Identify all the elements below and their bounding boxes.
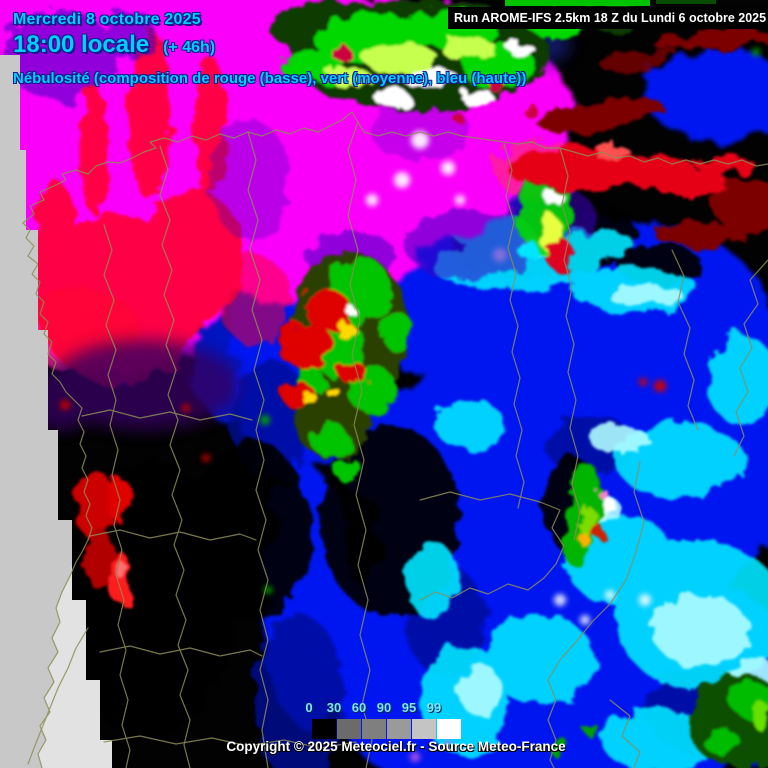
legend-swatch	[362, 719, 386, 739]
west-coastline	[22, 222, 93, 768]
forecast-offset-label: (+ 46h)	[163, 39, 216, 56]
admin-border	[247, 131, 269, 768]
legend-value: 95	[401, 700, 417, 715]
admin-border	[103, 735, 357, 749]
green-corner-bottom-right	[550, 676, 768, 768]
run-info-box: Run AROME-IFS 2.5km 18 Z du Lundi 6 octo…	[448, 7, 768, 29]
legend-swatch	[412, 719, 436, 739]
valid-date-label: Mercredi 8 octobre 2025	[13, 11, 201, 28]
admin-border	[559, 147, 581, 541]
legend-swatch	[387, 719, 411, 739]
north-coastline	[22, 111, 768, 224]
admin-border	[89, 529, 257, 541]
land-out-of-domain	[38, 565, 112, 768]
admin-border	[609, 699, 641, 768]
admin-border	[81, 409, 253, 421]
admin-border	[347, 121, 373, 768]
coastline-and-borders	[22, 111, 768, 768]
white-trail-dots	[366, 131, 465, 206]
legend-value: 0	[305, 700, 313, 715]
admin-border	[27, 627, 89, 765]
legend-value: 30	[326, 700, 342, 715]
cloud-low-red-northeast	[507, 30, 768, 248]
admin-border	[419, 491, 565, 601]
admin-border	[159, 145, 191, 768]
top-edge-green-strip	[505, 0, 650, 6]
legend-value: 90	[376, 700, 392, 715]
parameter-subtitle-label: Nébulosité (composition de rouge (basse)…	[13, 70, 527, 87]
scattered-dots	[60, 48, 760, 762]
legend-swatch	[437, 719, 461, 739]
legend-value: 60	[351, 700, 367, 715]
admin-border	[503, 143, 525, 509]
admin-border	[99, 645, 263, 657]
admin-border	[733, 259, 768, 457]
legend-swatch	[337, 719, 361, 739]
top-edge-darkgreen-strip	[656, 0, 716, 4]
valid-time-label: 18:00 locale	[13, 31, 150, 58]
copyright-label: Copyright © 2025 Meteociel.fr - Source M…	[226, 739, 566, 754]
legend-value: 99	[426, 700, 442, 715]
admin-border	[671, 249, 699, 431]
legend-swatch	[312, 719, 336, 739]
admin-border	[103, 224, 131, 768]
map-header: Mercredi 8 octobre 2025 18:00 locale (+ 4…	[13, 11, 526, 87]
cloud-low-red-streaks	[33, 30, 290, 385]
mixed-cluster-centre	[277, 252, 413, 482]
admin-border	[547, 461, 645, 768]
